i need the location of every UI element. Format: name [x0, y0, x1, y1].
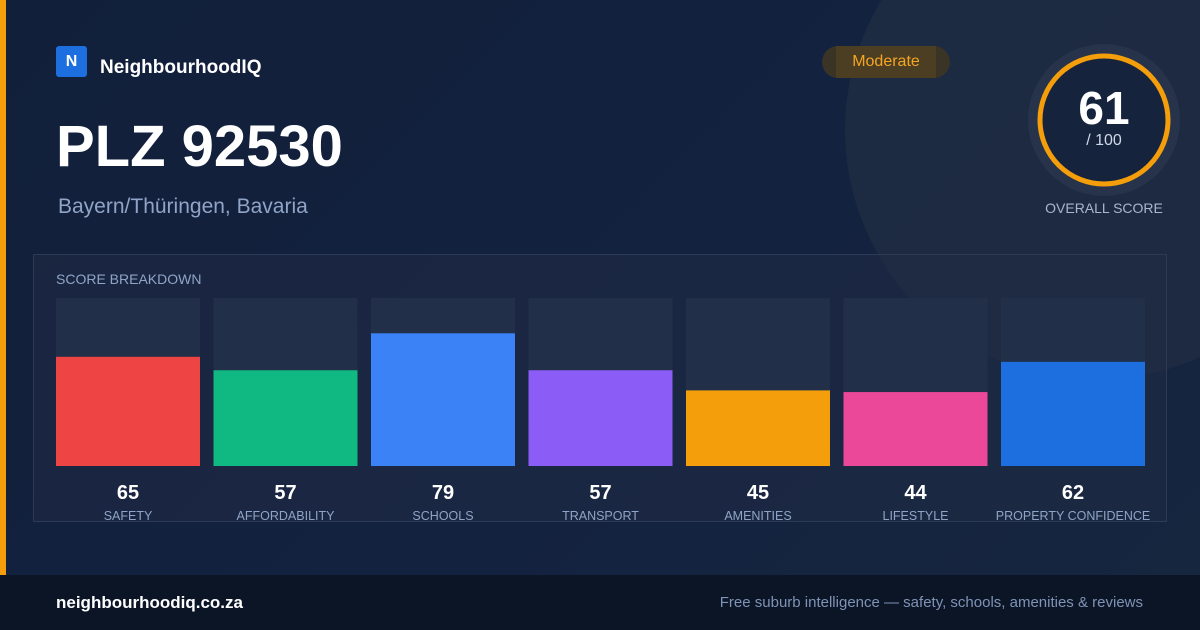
brand-name: NeighbourhoodIQ	[100, 57, 262, 78]
score-ring-arc	[1037, 53, 1171, 187]
bar-schools	[371, 333, 515, 466]
category-label-schools: SCHOOLS	[412, 509, 473, 523]
rating-badge: Moderate	[822, 46, 950, 78]
bar-amenities	[686, 390, 830, 466]
footer-tagline: Free suburb intelligence — safety, schoo…	[719, 594, 1143, 611]
score-breakdown-title: SCORE BREAKDOWN	[56, 271, 202, 287]
overall-score-ring	[1028, 44, 1180, 196]
footer-url: neighbourhoodiq.co.za	[56, 593, 243, 612]
overall-score-caption: OVERALL SCORE	[1045, 200, 1163, 216]
value-label-schools: 79	[432, 482, 454, 504]
bar-affordability	[213, 370, 358, 466]
category-label-affordability: AFFORDABILITY	[237, 509, 336, 523]
left-accent-strip	[0, 0, 6, 575]
bar-transport	[528, 370, 673, 466]
category-label-transport: TRANSPORT	[562, 509, 639, 523]
value-label-safety: 65	[117, 482, 139, 504]
page-title: PLZ 92530	[56, 114, 343, 179]
overall-score-value: 61	[1078, 82, 1130, 134]
overall-score-max: / 100	[1086, 132, 1122, 149]
category-label-amenities: AMENITIES	[724, 509, 791, 523]
value-label-transport: 57	[589, 482, 611, 504]
rating-badge-label: Moderate	[852, 53, 920, 70]
rating-badge-highlight	[836, 46, 936, 78]
category-label-property-confidence: PROPERTY CONFIDENCE	[996, 509, 1150, 523]
bar-property-confidence	[1001, 361, 1145, 466]
value-label-amenities: 45	[747, 482, 769, 504]
location-subtitle: Bayern/Thüringen, Bavaria	[58, 195, 308, 218]
value-label-property-confidence: 62	[1062, 482, 1084, 504]
category-label-safety: SAFETY	[104, 509, 153, 523]
bar-lifestyle	[843, 392, 988, 466]
brand-logo-icon: N	[56, 46, 87, 77]
value-label-lifestyle: 44	[904, 482, 927, 504]
footer	[0, 575, 1200, 630]
category-label-lifestyle: LIFESTYLE	[883, 509, 949, 523]
value-label-affordability: 57	[274, 482, 296, 504]
bar-safety	[56, 356, 200, 466]
